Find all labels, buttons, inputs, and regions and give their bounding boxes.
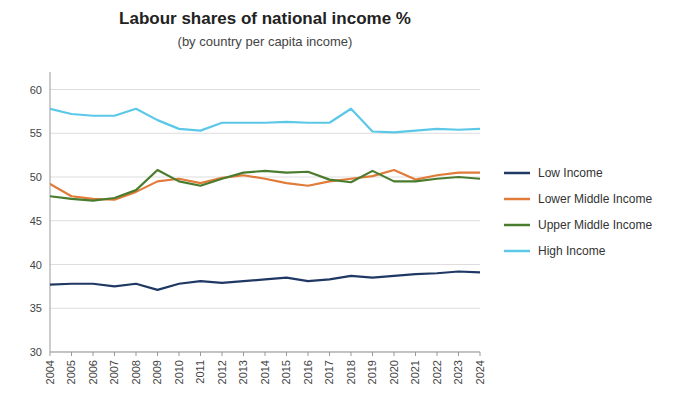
- x-tick: [480, 352, 481, 356]
- x-tick-label: 2006: [87, 360, 99, 384]
- legend-swatch: [504, 198, 530, 201]
- x-tick-label: 2019: [366, 360, 378, 384]
- x-tick: [415, 352, 416, 356]
- grid-line: [50, 264, 480, 265]
- y-tick-label: 50: [30, 171, 42, 183]
- grid-line: [50, 177, 480, 178]
- x-tick: [437, 352, 438, 356]
- grid-line: [50, 308, 480, 309]
- x-tick: [458, 352, 459, 356]
- x-tick: [93, 352, 94, 356]
- x-tick-label: 2023: [452, 360, 464, 384]
- x-tick-label: 2020: [388, 360, 400, 384]
- x-tick-label: 2014: [259, 360, 271, 384]
- x-tick: [243, 352, 244, 356]
- x-tick: [179, 352, 180, 356]
- x-tick-label: 2024: [474, 360, 486, 384]
- grid-line: [50, 133, 480, 134]
- x-tick: [200, 352, 201, 356]
- y-tick-label: 35: [30, 302, 42, 314]
- x-tick: [222, 352, 223, 356]
- y-axis-line: [50, 72, 51, 352]
- legend-label: Lower Middle Income: [538, 192, 652, 206]
- y-tick-label: 45: [30, 215, 42, 227]
- x-tick-label: 2008: [130, 360, 142, 384]
- y-tick-label: 30: [30, 346, 42, 358]
- x-tick: [329, 352, 330, 356]
- x-tick-label: 2007: [108, 360, 120, 384]
- legend-label: Upper Middle Income: [538, 218, 652, 232]
- x-tick-label: 2011: [194, 360, 206, 384]
- series-lines: [50, 109, 480, 290]
- series-line: [50, 272, 480, 290]
- series-line: [50, 170, 480, 201]
- grid-line: [50, 220, 480, 221]
- x-tick-label: 2022: [431, 360, 443, 384]
- series-line: [50, 170, 480, 200]
- x-tick-label: 2021: [409, 360, 421, 384]
- x-tick: [372, 352, 373, 356]
- legend-swatch: [504, 250, 530, 253]
- chart-container: Labour shares of national income % (by co…: [0, 0, 697, 415]
- y-grid: [50, 90, 480, 353]
- x-tick-label: 2010: [173, 360, 185, 384]
- x-tick-label: 2015: [280, 360, 292, 384]
- y-tick-label: 60: [30, 84, 42, 96]
- x-tick-label: 2013: [237, 360, 249, 384]
- x-tick: [286, 352, 287, 356]
- x-tick: [114, 352, 115, 356]
- y-tick-label: 40: [30, 259, 42, 271]
- grid-line: [50, 89, 480, 90]
- legend-label: High Income: [538, 244, 606, 258]
- x-tick: [394, 352, 395, 356]
- x-tick-label: 2018: [345, 360, 357, 384]
- legend-label: Low Income: [538, 166, 603, 180]
- x-tick: [71, 352, 72, 356]
- x-tick: [265, 352, 266, 356]
- x-tick-label: 2017: [323, 360, 335, 384]
- x-tick: [50, 352, 51, 356]
- subtitle: (by country per capita income): [178, 34, 353, 49]
- x-tick-label: 2016: [302, 360, 314, 384]
- x-tick-label: 2012: [216, 360, 228, 384]
- y-tick-label: 55: [30, 127, 42, 139]
- x-tick: [351, 352, 352, 356]
- x-tick-label: 2009: [151, 360, 163, 384]
- x-tick-label: 2004: [44, 360, 56, 384]
- x-tick: [308, 352, 309, 356]
- legend: Low Income Lower Middle Income Upper Middl…: [504, 166, 652, 258]
- legend-swatch: [504, 172, 530, 175]
- series-line: [50, 109, 480, 133]
- title: Labour shares of national income %: [119, 9, 411, 28]
- chart: Labour shares of national income % (by co…: [0, 0, 697, 415]
- x-tick: [157, 352, 158, 356]
- x-tick-label: 2005: [65, 360, 77, 384]
- legend-swatch: [504, 224, 530, 227]
- x-tick: [136, 352, 137, 356]
